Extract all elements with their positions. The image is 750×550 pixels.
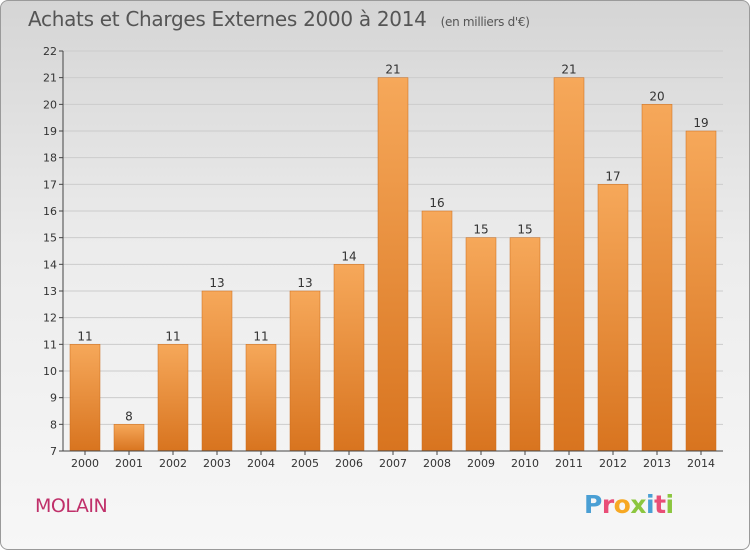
bar-2012 bbox=[597, 184, 629, 452]
bar-2009 bbox=[465, 237, 497, 452]
data-label-2013: 20 bbox=[649, 89, 664, 103]
bar-2005 bbox=[289, 290, 321, 452]
x-tick-label-2002: 2002 bbox=[159, 457, 187, 470]
y-tick-label: 15 bbox=[43, 232, 57, 245]
bar-2014 bbox=[685, 130, 717, 452]
data-label-2012: 17 bbox=[605, 169, 620, 183]
chart-title-block: Achats et Charges Externes 2000 à 2014 (… bbox=[28, 7, 530, 31]
data-label-2006: 14 bbox=[341, 249, 356, 263]
commune-name: MOLAIN bbox=[35, 495, 108, 517]
data-label-2007: 21 bbox=[385, 63, 400, 77]
y-tick-label: 20 bbox=[43, 98, 57, 111]
data-label-2008: 16 bbox=[429, 196, 444, 210]
y-tick-label: 12 bbox=[43, 312, 57, 325]
x-tick-label-2006: 2006 bbox=[335, 457, 363, 470]
logo-letter: i bbox=[665, 490, 675, 519]
y-tick-label: 7 bbox=[50, 445, 57, 458]
x-tick-label-2003: 2003 bbox=[203, 457, 231, 470]
y-tick-label: 9 bbox=[50, 392, 57, 405]
x-tick-label-2014: 2014 bbox=[687, 457, 715, 470]
data-label-2004: 11 bbox=[253, 329, 268, 343]
logo-letter: o bbox=[613, 490, 631, 519]
data-label-2011: 21 bbox=[561, 63, 576, 77]
bar-2002 bbox=[157, 344, 189, 452]
y-tick-label: 14 bbox=[43, 258, 57, 271]
data-label-2005: 13 bbox=[297, 276, 312, 290]
logo-letter: x bbox=[630, 490, 646, 519]
bar-2004 bbox=[245, 344, 277, 452]
x-tick-label-2005: 2005 bbox=[291, 457, 319, 470]
logo-letter: i bbox=[646, 490, 655, 519]
y-tick-label: 19 bbox=[43, 125, 57, 138]
y-tick-label: 11 bbox=[43, 338, 57, 351]
proxiti-logo[interactable]: Proxiti bbox=[584, 490, 674, 519]
y-tick-label: 21 bbox=[43, 72, 57, 85]
y-tick-label: 22 bbox=[43, 45, 57, 58]
logo-letter: r bbox=[601, 490, 614, 519]
bar-2001 bbox=[113, 424, 145, 452]
labels: 7 8 9 10 11 12 13 14 15 16 17 18 19 20 21 22 11 2000 8 2001… bbox=[43, 45, 715, 470]
bar-2008 bbox=[421, 210, 453, 452]
x-tick-label-2012: 2012 bbox=[599, 457, 627, 470]
bars bbox=[69, 77, 717, 452]
x-tick-label-2011: 2011 bbox=[555, 457, 583, 470]
y-tick-label: 8 bbox=[50, 418, 57, 431]
data-label-2001: 8 bbox=[125, 409, 133, 423]
x-tick-label-2001: 2001 bbox=[115, 457, 143, 470]
y-tick-label: 17 bbox=[43, 178, 57, 191]
x-tick-label-2010: 2010 bbox=[511, 457, 539, 470]
axes bbox=[59, 50, 723, 455]
bar-2011 bbox=[553, 77, 585, 452]
bar-2006 bbox=[333, 264, 365, 452]
chart-title: Achats et Charges Externes 2000 à 2014 bbox=[28, 7, 427, 31]
bar-2000 bbox=[69, 344, 101, 452]
data-label-2002: 11 bbox=[165, 329, 180, 343]
y-tick-label: 18 bbox=[43, 152, 57, 165]
logo-letter: t bbox=[654, 490, 666, 519]
data-label-2014: 19 bbox=[693, 116, 708, 130]
y-tick-label: 13 bbox=[43, 285, 57, 298]
x-tick-label-2004: 2004 bbox=[247, 457, 275, 470]
x-tick-label-2013: 2013 bbox=[643, 457, 671, 470]
data-label-2009: 15 bbox=[473, 223, 488, 237]
bar-2007 bbox=[377, 77, 409, 452]
y-tick-label: 10 bbox=[43, 365, 57, 378]
x-tick-label-2008: 2008 bbox=[423, 457, 451, 470]
bar-2013 bbox=[641, 104, 673, 452]
x-tick-label-2009: 2009 bbox=[467, 457, 495, 470]
chart-subtitle: (en milliers d'€) bbox=[440, 15, 530, 29]
data-label-2000: 11 bbox=[77, 329, 92, 343]
bar-2003 bbox=[201, 290, 233, 452]
bar-2010 bbox=[509, 237, 541, 452]
logo-letter: P bbox=[584, 490, 602, 519]
x-tick-label-2007: 2007 bbox=[379, 457, 407, 470]
data-label-2003: 13 bbox=[209, 276, 224, 290]
y-tick-label: 16 bbox=[43, 205, 57, 218]
data-label-2010: 15 bbox=[517, 223, 532, 237]
x-tick-label-2000: 2000 bbox=[71, 457, 99, 470]
